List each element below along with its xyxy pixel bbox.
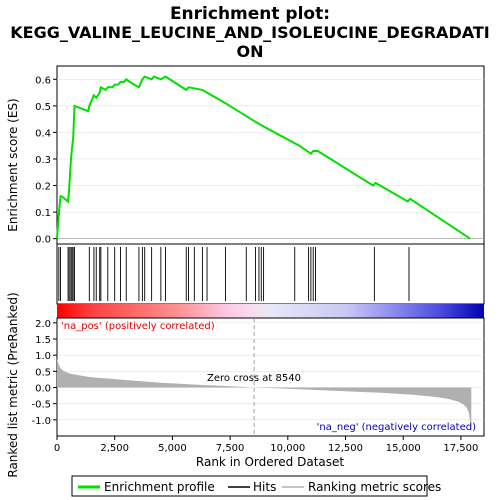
metric-ytick-label: 1.5: [35, 335, 51, 346]
zero-cross-label: Zero cross at 8540: [207, 373, 301, 384]
metric-ytick-label: -0.5: [31, 400, 51, 411]
metric-ytick-label: 0.0: [35, 384, 51, 395]
rank-heat-bar: [57, 304, 484, 318]
metric-xtick-label: 17,500: [443, 443, 478, 454]
pos-correlated-label: 'na_pos' (positively correlated): [61, 321, 215, 332]
metric-ytick-label: 1.0: [35, 351, 51, 362]
metric-xtick-label: 7,500: [216, 443, 245, 454]
metric-ytick-label: 2.0: [35, 319, 51, 330]
es-ytick-label: 0.2: [35, 182, 51, 193]
es-ytick-label: 0.0: [35, 235, 51, 246]
metric-xlabel: Rank in Ordered Dataset: [196, 455, 344, 469]
metric-panel: -1.0 -0.5 0.0 0.5 1.0 1.5 2.0 0 2,500 5,000 7,500…: [6, 292, 484, 477]
metric-xtick-label: 15,000: [386, 443, 421, 454]
es-ylabel: Enrichment score (ES): [6, 98, 20, 231]
legend-enrichment-label: Enrichment profile: [104, 480, 215, 494]
legend-metric-label: Ranking metric scores: [308, 480, 441, 494]
es-ytick-label: 0.4: [35, 128, 51, 139]
es-ytick-label: 0.3: [35, 155, 51, 166]
hits-panel: [57, 244, 484, 304]
metric-xtick-label: 10,000: [270, 443, 305, 454]
metric-ytick-label: 0.5: [35, 367, 51, 378]
legend-hits-label: Hits: [253, 480, 276, 494]
title-line-3: ON: [237, 42, 264, 61]
metric-xtick-label: 5,000: [158, 443, 187, 454]
metric-xtick-label: 12,500: [328, 443, 363, 454]
title-line-2: KEGG_VALINE_LEUCINE_AND_ISOLEUCINE_DEGRA…: [10, 23, 489, 42]
es-panel: 0.0 0.1 0.2 0.3 0.4 0.5 0.6 Enrichment score (…: [6, 66, 484, 246]
metric-xtick-label: 2,500: [100, 443, 129, 454]
metric-ylabel: Ranked list metric (PreRanked): [6, 292, 20, 477]
es-ytick-label: 0.5: [35, 102, 51, 113]
es-plot-frame: [57, 66, 484, 244]
metric-xtick-label: 0: [54, 443, 60, 454]
neg-correlated-label: 'na_neg' (negatively correlated): [317, 422, 476, 433]
metric-ytick-label: -1.0: [31, 416, 51, 427]
title-line-1: Enrichment plot:: [170, 4, 330, 24]
legend: Enrichment profile Hits Ranking metric s…: [72, 476, 441, 496]
hits-frame: [57, 244, 484, 304]
es-ytick-label: 0.1: [35, 208, 51, 219]
es-ytick-label: 0.6: [35, 75, 51, 86]
